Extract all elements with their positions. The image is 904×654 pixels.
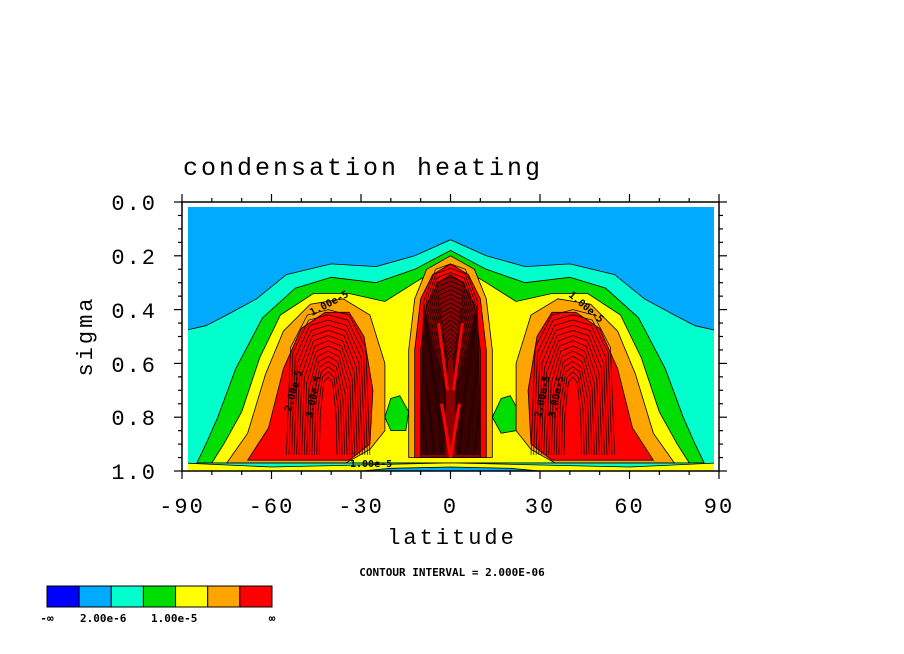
contour-line: [306, 350, 351, 455]
contour-line: [421, 267, 480, 455]
y-tick-label: 0.6: [111, 354, 157, 379]
contour-line: [429, 298, 472, 455]
y-tick-label: 0.0: [111, 192, 157, 217]
contour-label: 1.00e-5: [350, 459, 392, 470]
x-tick-label: 0: [443, 495, 458, 520]
contour-interval-note: CONTOUR INTERVAL = 2.000E-06: [359, 566, 545, 579]
contour-line: [558, 366, 588, 455]
contour-line: [548, 345, 598, 455]
contour-line: [423, 276, 478, 455]
contour-line: [530, 309, 615, 455]
contour-line: [432, 311, 469, 455]
contour-line: [293, 324, 363, 455]
contour-line: [550, 350, 595, 455]
colorbar-swatch: [142, 585, 177, 608]
contour-line: [424, 280, 477, 455]
colorbar-label: ∞: [269, 612, 276, 625]
x-tick-label: -30: [338, 495, 384, 520]
contour-line: [442, 345, 459, 455]
contour-line: [434, 315, 467, 455]
contour-line: [561, 371, 585, 455]
field-level: [527, 311, 655, 461]
core-spike: [437, 322, 450, 391]
colorbar-label: 1.00e-5: [151, 612, 197, 625]
colorbar-swatch: [175, 585, 209, 608]
contour-line: [316, 371, 340, 455]
contour-line: [313, 366, 343, 455]
x-tick-label: 60: [614, 495, 644, 520]
contour-line: [436, 324, 465, 455]
x-tick-label: -90: [159, 495, 205, 520]
y-tick-label: 0.2: [111, 246, 157, 271]
contour-line: [303, 345, 353, 455]
contour-line: [430, 302, 471, 455]
contour-line: [540, 330, 605, 455]
axis-ticks: [174, 194, 727, 479]
colorbar-swatch: [78, 585, 112, 608]
contour-line: [437, 328, 464, 455]
contour-line: [543, 335, 603, 455]
x-tick-label: 30: [525, 495, 555, 520]
contour-line: [422, 272, 479, 455]
contour-line: [443, 350, 458, 455]
contour-line: [301, 340, 356, 455]
colorbar-swatch: [207, 585, 241, 608]
colorbar-label: 2.00e-6: [80, 612, 127, 625]
field-level: [420, 274, 481, 458]
contour-line: [288, 314, 368, 455]
y-axis-label: sigma: [74, 295, 99, 376]
y-tick-label: 1.0: [111, 461, 157, 486]
contour-line: [441, 341, 460, 455]
contour-line: [308, 355, 348, 455]
y-tick-label: 0.8: [111, 407, 157, 432]
colorbar-swatch: [46, 585, 80, 608]
contour-line: [431, 306, 470, 455]
contour-line: [428, 293, 473, 455]
core-spike: [451, 322, 464, 391]
contour-line: [296, 330, 361, 455]
contour-line: [553, 355, 593, 455]
x-axis-label: latitude: [387, 526, 517, 551]
contour-line: [535, 319, 610, 455]
core-spike: [440, 403, 452, 458]
x-tick-labels: -90 -60 -30 0 30 60 90: [159, 495, 734, 520]
contour-line: [420, 263, 481, 455]
contour-lines: [286, 263, 615, 458]
y-tick-label: 0.4: [111, 300, 157, 325]
contour-line: [563, 376, 582, 455]
contour-line: [533, 314, 613, 455]
contour-line: [444, 354, 457, 455]
contour-line: [438, 332, 463, 455]
contour-line: [556, 361, 590, 455]
x-tick-label: -60: [249, 495, 295, 520]
chart-title: condensation heating: [183, 154, 543, 183]
x-tick-label: 90: [704, 495, 734, 520]
contour-line: [298, 335, 358, 455]
contour-line: [435, 319, 466, 455]
contour-line: [545, 340, 600, 455]
colorbar-swatch: [110, 585, 144, 608]
field-level: [246, 311, 374, 461]
colorbar-label: -∞: [40, 612, 54, 625]
contour-field: [188, 207, 714, 471]
colorbar: [46, 585, 273, 608]
core-spike: [449, 403, 461, 458]
contour-line: [538, 324, 608, 455]
contour-line: [427, 289, 474, 455]
field-level: [360, 466, 541, 471]
y-tick-labels: 0.0 0.2 0.4 0.6 0.8 1.0: [111, 192, 157, 486]
colorbar-swatch: [239, 585, 273, 608]
contour-line: [291, 319, 366, 455]
contour-line: [286, 309, 371, 455]
contour-line: [319, 376, 338, 455]
contour-line: [311, 361, 345, 455]
contour-line: [426, 285, 475, 455]
contour-line: [439, 337, 462, 455]
